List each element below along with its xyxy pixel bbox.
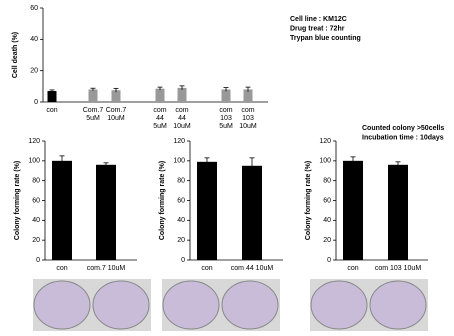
y-tick-label: 100 — [319, 158, 331, 165]
y-tick-label: 40 — [323, 217, 331, 224]
y-tick-label: 40 — [32, 217, 40, 224]
x-tick-label: Com.7 5uM — [83, 107, 104, 122]
bar — [197, 161, 217, 260]
annotation: Trypan blue counting — [290, 35, 361, 42]
y-tick-label: 60 — [30, 5, 38, 12]
plate — [33, 280, 91, 330]
y-tick-label: 40 — [177, 217, 185, 224]
x-tick-label: com.7 10uM — [87, 265, 126, 272]
y-tick-label: 0 — [181, 257, 185, 264]
x-tick-label: con — [56, 265, 67, 272]
y-axis-label: Colony forming rate (%) — [159, 161, 166, 240]
annotation: Incubation time : 10days — [362, 134, 444, 141]
y-tick-label: 80 — [32, 178, 40, 185]
annotation: Counted colony >50cells — [362, 125, 444, 132]
y-axis-label: Colony forming rate (%) — [14, 161, 21, 240]
plate — [369, 280, 427, 330]
bar — [243, 89, 253, 102]
x-tick-label: com 103 10uM — [375, 265, 421, 272]
y-tick-label: 120 — [173, 138, 185, 145]
bar — [47, 91, 57, 102]
y-tick-label: 80 — [177, 178, 185, 185]
y-tick-label: 20 — [30, 68, 38, 75]
y-tick-label: 20 — [323, 237, 331, 244]
y-tick-label: 120 — [28, 138, 40, 145]
plate — [92, 280, 150, 330]
plate-photos — [33, 279, 428, 331]
x-tick-label: com 103 5uM — [219, 107, 233, 130]
bar — [242, 165, 262, 260]
y-axis-label: Colony forming rate (%) — [305, 161, 312, 240]
y-tick-label: 0 — [327, 257, 331, 264]
y-tick-label: 100 — [28, 158, 40, 165]
y-tick-label: 120 — [319, 138, 331, 145]
y-axis-label: Cell death (%) — [12, 32, 19, 78]
x-tick-label: con — [201, 265, 212, 272]
plate — [162, 280, 220, 330]
x-tick-label: com 103 10uM — [239, 107, 257, 130]
bar — [52, 160, 72, 260]
y-tick-label: 20 — [32, 237, 40, 244]
x-tick-label: com 44 10uM — [173, 107, 191, 130]
y-tick-label: 0 — [36, 257, 40, 264]
bar — [177, 87, 187, 102]
x-tick-label: com 44 10uM — [231, 265, 274, 272]
x-tick-label: Com.7 10uM — [106, 107, 127, 122]
y-tick-label: 80 — [323, 178, 331, 185]
annotation: Drug treat : 72hr — [290, 25, 345, 32]
y-tick-label: 60 — [323, 197, 331, 204]
x-tick-label: com 44 5uM — [153, 107, 167, 130]
x-tick-label: con — [46, 107, 57, 114]
y-tick-label: 40 — [30, 36, 38, 43]
bar — [388, 164, 408, 260]
y-tick-label: 0 — [34, 99, 38, 106]
bar — [96, 164, 116, 260]
plate — [310, 280, 368, 330]
plate — [221, 280, 279, 330]
y-tick-label: 100 — [173, 158, 185, 165]
y-tick-label: 60 — [32, 197, 40, 204]
y-tick-label: 60 — [177, 197, 185, 204]
bar — [88, 89, 98, 102]
bar — [221, 89, 231, 102]
y-tick-label: 20 — [177, 237, 185, 244]
bar — [343, 160, 363, 260]
bar — [111, 90, 121, 102]
bar — [155, 88, 165, 102]
annotation: Cell line : KM12C — [290, 16, 347, 23]
x-tick-label: con — [347, 265, 358, 272]
